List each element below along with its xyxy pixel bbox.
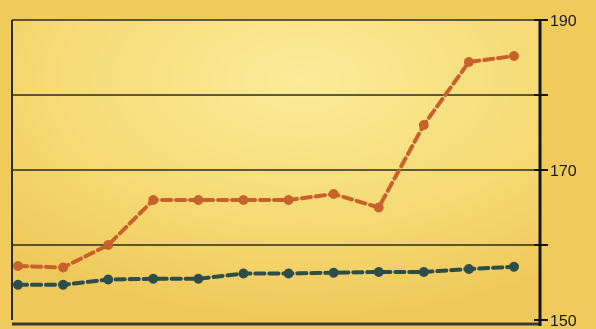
y-tick-label: 190 — [550, 13, 577, 30]
data-point — [238, 268, 249, 279]
data-point — [328, 189, 339, 199]
series-line — [16, 264, 516, 287]
data-point — [418, 120, 429, 130]
data-point — [13, 261, 23, 271]
data-point — [283, 268, 294, 279]
series-line — [16, 54, 516, 270]
data-point — [193, 195, 204, 205]
data-point — [193, 273, 204, 284]
data-point — [103, 274, 114, 285]
data-point — [509, 261, 519, 272]
data-point — [238, 195, 249, 205]
series-1 — [13, 51, 519, 273]
grid-lines — [11, 19, 540, 326]
data-point — [58, 279, 69, 290]
y-tick-label: 170 — [550, 163, 577, 180]
data-point — [103, 240, 114, 250]
data-point — [463, 57, 474, 67]
series-group — [13, 51, 519, 290]
series-2 — [13, 261, 519, 290]
data-point — [148, 273, 159, 284]
data-point — [373, 202, 384, 213]
data-point — [463, 264, 474, 274]
data-point — [328, 267, 339, 278]
data-point — [418, 267, 429, 277]
data-point — [373, 267, 384, 277]
data-point — [148, 195, 159, 205]
y-axis: 150 170 190 — [534, 13, 577, 329]
data-point — [58, 262, 69, 273]
data-point — [509, 51, 519, 61]
data-point — [13, 279, 23, 290]
data-point — [283, 195, 294, 205]
y-tick-label: 150 — [550, 313, 577, 329]
